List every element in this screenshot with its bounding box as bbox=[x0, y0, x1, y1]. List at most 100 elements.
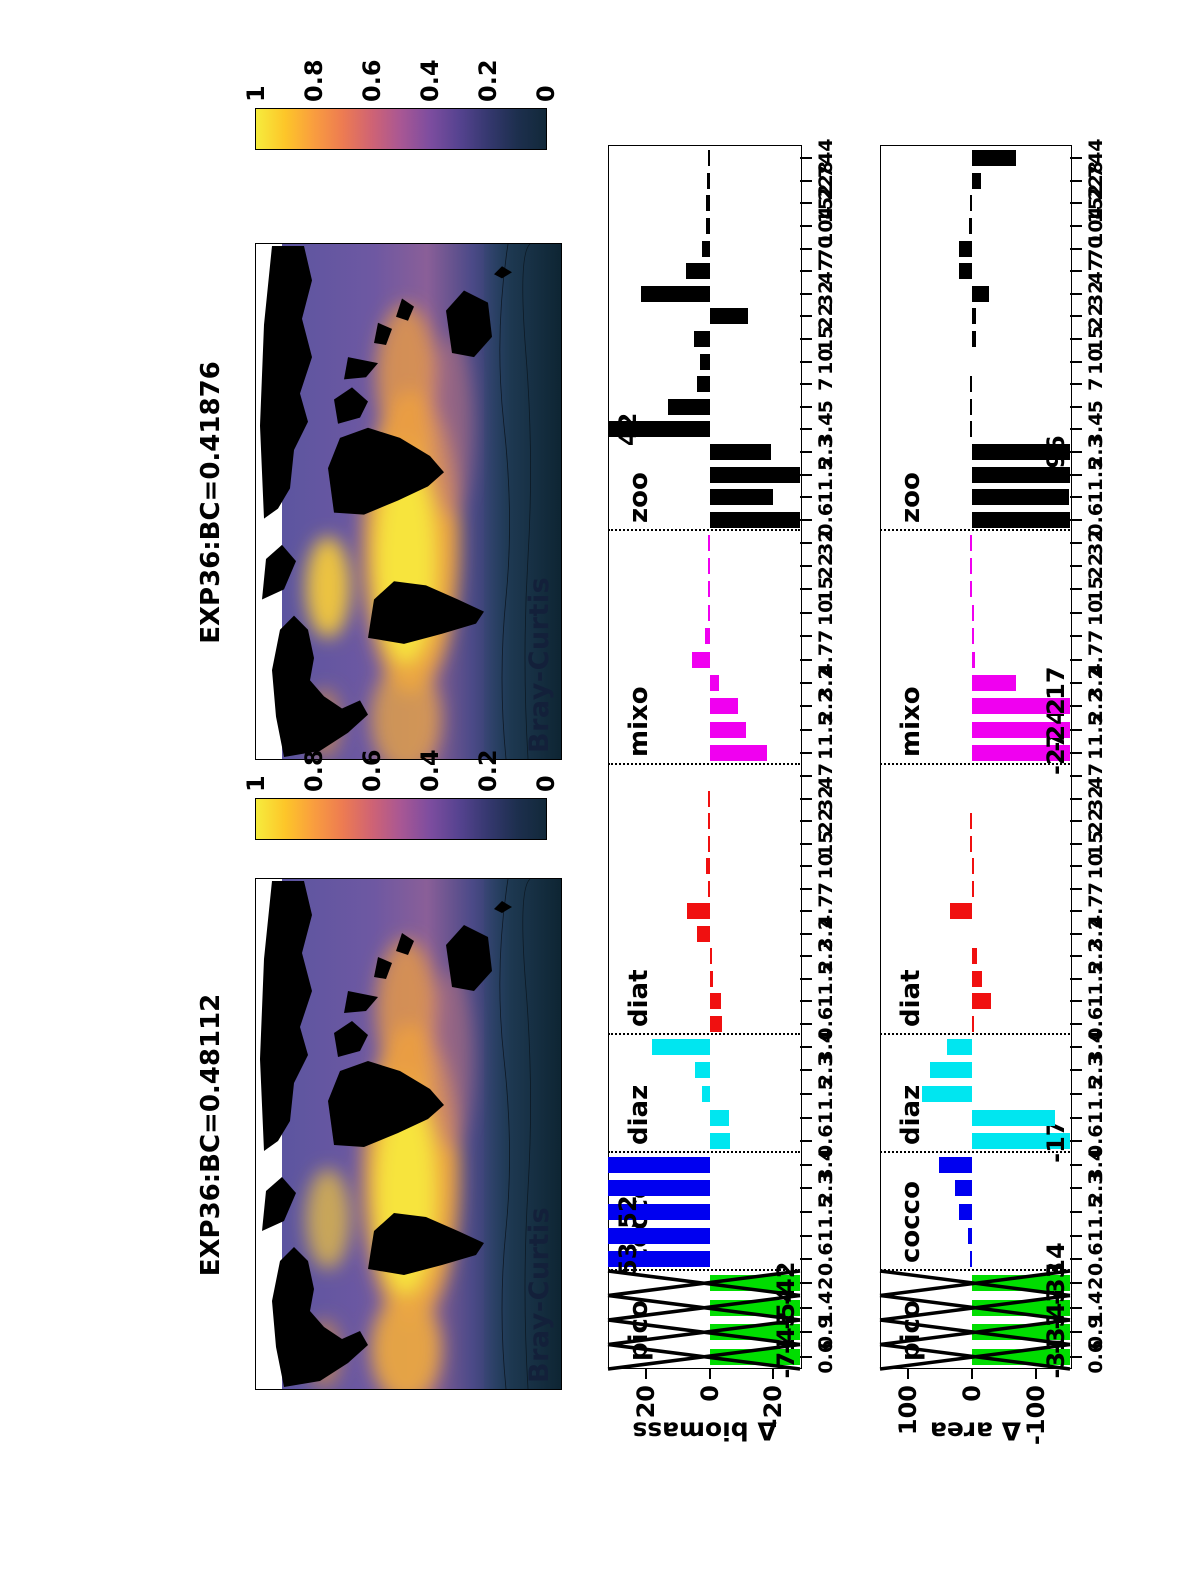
colorbar-tick-label: 0.8 bbox=[300, 59, 328, 102]
bray-curtis-map-left: Bray-Curtis bbox=[255, 878, 562, 1390]
x-tick-mark bbox=[800, 541, 812, 544]
map-image bbox=[256, 879, 561, 1389]
x-tick-mark bbox=[1070, 1331, 1082, 1334]
x-tick-mark bbox=[1070, 292, 1082, 295]
x-tick-mark bbox=[800, 247, 812, 250]
map-image bbox=[256, 244, 561, 759]
x-tick-mark bbox=[1070, 797, 1082, 800]
x-tick-mark bbox=[800, 565, 812, 568]
x-tick-mark bbox=[800, 450, 812, 453]
x-tick-mark bbox=[1070, 179, 1082, 182]
x-tick-mark bbox=[800, 405, 812, 408]
x-tick-mark bbox=[1070, 1187, 1082, 1190]
x-tick-mark bbox=[800, 1163, 812, 1166]
x-tick-mark bbox=[800, 1331, 812, 1334]
y-tick-label: 0 bbox=[958, 1385, 987, 1402]
x-tick-mark bbox=[1070, 820, 1082, 823]
x-tick-mark bbox=[800, 1069, 812, 1072]
x-tick-mark bbox=[800, 1306, 812, 1309]
x-tick-mark bbox=[800, 1282, 812, 1285]
x-tick-mark bbox=[1070, 910, 1082, 913]
bray-curtis-map-right: Bray-Curtis bbox=[255, 243, 562, 760]
x-tick-mark bbox=[1070, 1211, 1082, 1213]
colorbar-tick-label: 0 bbox=[532, 775, 560, 792]
colorbar-tick-label: 1 bbox=[242, 775, 270, 792]
x-tick-mark bbox=[1070, 977, 1082, 980]
y-tick-label: -20 bbox=[759, 1385, 788, 1429]
x-tick-mark bbox=[1070, 635, 1082, 638]
x-tick-mark bbox=[1070, 887, 1082, 890]
map-title-left: EXP36:BC=0.48112 bbox=[196, 993, 226, 1277]
out-of-range-cross-marks bbox=[607, 1269, 801, 1371]
colorbar-tick-label: 0.2 bbox=[474, 59, 502, 102]
y-tick-label: 20 bbox=[632, 1385, 661, 1419]
x-tick-mark bbox=[800, 932, 812, 935]
x-tick-mark bbox=[800, 315, 812, 318]
y-tick-label: -100 bbox=[1022, 1385, 1051, 1446]
y-tick-label: 0 bbox=[695, 1385, 724, 1402]
x-tick-mark bbox=[800, 338, 812, 340]
x-tick-mark bbox=[800, 496, 812, 499]
x-tick-mark bbox=[800, 1022, 812, 1025]
x-tick-mark bbox=[800, 292, 812, 295]
x-tick-mark bbox=[800, 705, 812, 708]
x-tick-mark bbox=[1070, 932, 1082, 935]
x-tick-mark bbox=[800, 820, 812, 823]
x-tick-mark bbox=[800, 1355, 812, 1358]
x-tick-mark bbox=[1070, 315, 1082, 318]
colorbar-left bbox=[255, 798, 547, 840]
colorbar-tick-label: 0.2 bbox=[474, 749, 502, 792]
x-tick-mark bbox=[1070, 1258, 1082, 1261]
x-tick-mark bbox=[800, 1211, 812, 1213]
x-tick-mark bbox=[1070, 360, 1082, 363]
y-tick-mark bbox=[907, 1369, 910, 1379]
x-tick-mark bbox=[800, 1045, 812, 1048]
x-tick-mark bbox=[1070, 1045, 1082, 1048]
x-tick-mark bbox=[800, 588, 812, 591]
x-tick-mark bbox=[800, 977, 812, 980]
x-tick-mark bbox=[1070, 383, 1082, 386]
x-tick-mark bbox=[1070, 1000, 1082, 1003]
x-tick-mark bbox=[800, 202, 812, 205]
x-tick-mark bbox=[800, 1116, 812, 1119]
x-tick-mark bbox=[800, 360, 812, 363]
x-tick-mark bbox=[1070, 658, 1082, 661]
x-tick-mark bbox=[800, 157, 812, 160]
map-corner-label-right: Bray-Curtis bbox=[524, 576, 555, 753]
x-tick-mark bbox=[1070, 752, 1082, 755]
x-tick-mark bbox=[800, 797, 812, 800]
x-tick-mark bbox=[1070, 1093, 1082, 1095]
x-tick-mark bbox=[1070, 157, 1082, 160]
size-tick-label: 744 bbox=[1085, 138, 1107, 179]
size-tick-label: 744 bbox=[815, 138, 837, 179]
x-tick-mark bbox=[1070, 1140, 1082, 1143]
colorbar-tick-label: 0.4 bbox=[416, 59, 444, 102]
x-tick-mark bbox=[800, 179, 812, 182]
x-tick-mark bbox=[1070, 728, 1082, 731]
colorbar-tick-label: 0.4 bbox=[416, 749, 444, 792]
x-tick-mark bbox=[800, 865, 812, 868]
x-tick-mark bbox=[1070, 588, 1082, 591]
x-tick-mark bbox=[800, 910, 812, 913]
x-tick-mark bbox=[800, 1000, 812, 1003]
x-tick-mark bbox=[1070, 611, 1082, 614]
x-tick-mark bbox=[800, 225, 812, 228]
x-tick-mark bbox=[800, 955, 812, 958]
y-tick-mark bbox=[645, 1369, 648, 1379]
map-corner-label-left: Bray-Curtis bbox=[524, 1206, 555, 1383]
x-tick-mark bbox=[800, 428, 812, 431]
x-tick-mark bbox=[1070, 1282, 1082, 1285]
x-tick-mark bbox=[800, 682, 812, 685]
x-tick-mark bbox=[1070, 225, 1082, 228]
colorbar-tick-label: 1 bbox=[242, 85, 270, 102]
x-tick-mark bbox=[800, 270, 812, 273]
x-tick-mark bbox=[1070, 842, 1082, 845]
y-tick-mark bbox=[971, 1369, 974, 1379]
x-tick-mark bbox=[1070, 202, 1082, 205]
x-tick-mark bbox=[800, 383, 812, 386]
y-tick-mark bbox=[1035, 1369, 1038, 1379]
x-tick-mark bbox=[1070, 518, 1082, 521]
x-tick-mark bbox=[1070, 1116, 1082, 1119]
colorbar-tick-label: 0.6 bbox=[358, 749, 386, 792]
